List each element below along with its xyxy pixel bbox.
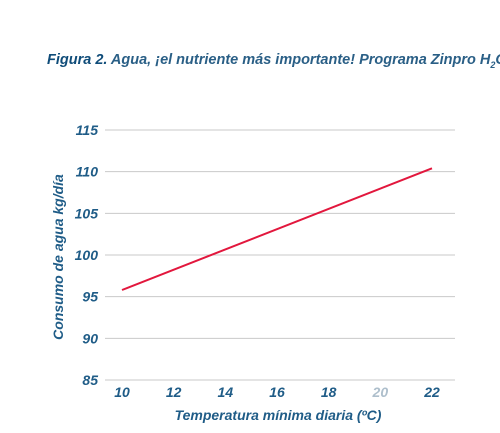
y-tick-label: 100 [75,247,99,263]
figure-caption-subscript: 2 [490,59,496,70]
y-tick-label: 85 [82,372,98,388]
y-axis-ticks: 85 90 95 100 105 110 115 [75,122,99,388]
y-tick-label: 105 [75,205,99,221]
x-tick-label: 20 [372,384,389,400]
figure-label: Figura 2. [47,52,108,68]
x-tick-label: 16 [269,384,285,400]
y-axis-title: Consumo de agua kg/día [50,174,66,340]
figure-caption: Agua, ¡el nutriente más importante! Prog… [107,52,491,68]
y-tick-label: 110 [76,164,99,180]
x-tick-label: 18 [321,384,337,400]
x-tick-label: 12 [166,384,182,400]
figure-caption-end: O [495,52,500,68]
x-tick-label: 10 [114,384,130,400]
figure-title: Figura 2. Agua, ¡el nutriente más import… [47,52,500,70]
y-tick-label: 90 [82,330,98,346]
x-tick-label: 14 [218,384,234,400]
series-line [121,167,433,291]
x-axis-ticks: 10 12 14 16 18 20 22 [114,384,440,400]
x-axis-title: Temperatura mínima diaria (ºC) [175,407,382,423]
series-lines [121,167,433,291]
x-tick-label: 22 [423,384,440,400]
y-tick-label: 115 [76,122,99,138]
y-tick-label: 95 [82,289,98,305]
gridlines [105,129,455,381]
